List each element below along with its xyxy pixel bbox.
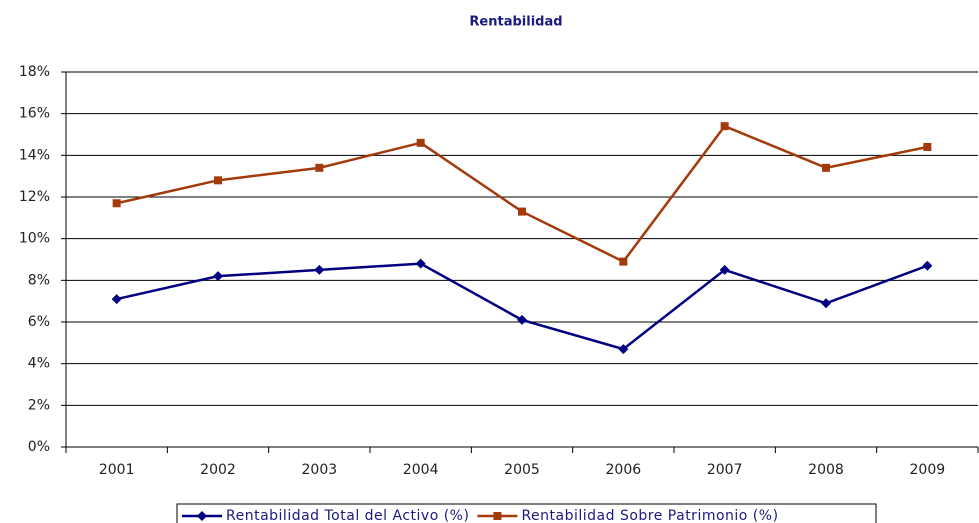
marker (493, 512, 502, 520)
marker (821, 298, 831, 309)
marker (111, 294, 122, 305)
marker (214, 176, 222, 185)
x-tick-label: 2006 (606, 462, 642, 478)
y-tick-label: 14% (19, 147, 50, 163)
legend-box (176, 503, 877, 523)
legend: Rentabilidad Total del Activo (%) Rentabi… (176, 503, 877, 523)
marker (618, 344, 629, 355)
marker (517, 314, 527, 325)
marker (197, 511, 207, 521)
marker (315, 163, 324, 172)
marker (518, 207, 526, 216)
series-line (116, 262, 928, 351)
y-tick-label: 6% (28, 314, 50, 330)
x-tick-label: 2003 (302, 462, 338, 478)
marker (619, 257, 628, 266)
x-tick-label: 2001 (99, 462, 135, 478)
marker (719, 264, 730, 275)
marker (314, 264, 325, 275)
marker (923, 143, 932, 151)
x-tick-label: 2009 (910, 462, 946, 478)
x-tick-label: 2004 (403, 462, 439, 478)
marker (416, 138, 425, 147)
marker (822, 163, 830, 172)
y-tick-label: 4% (28, 356, 50, 372)
marker (213, 271, 223, 282)
y-tick-label: 10% (19, 231, 50, 247)
marker (922, 260, 933, 271)
x-tick-label: 2007 (707, 462, 743, 478)
x-tick-label: 2005 (504, 462, 540, 478)
chart-title: Rentabilidad (469, 15, 562, 30)
x-tick-label: 2002 (200, 462, 236, 478)
marker (415, 258, 426, 269)
legend-text: Rentabilidad Total del Activo (%) (226, 508, 469, 523)
y-tick-label: 0% (28, 439, 50, 455)
marker (720, 122, 729, 131)
marker (112, 199, 121, 208)
series-line (116, 124, 928, 264)
y-tick-label: 18% (19, 64, 50, 80)
x-tick-label: 2008 (808, 462, 844, 478)
y-tick-label: 16% (19, 106, 50, 122)
y-tick-label: 2% (28, 397, 50, 413)
y-tick-label: 8% (28, 272, 50, 288)
y-tick-label: 12% (19, 189, 50, 205)
legend-text: Rentabilidad Sobre Patrimonio (%) (521, 508, 778, 523)
